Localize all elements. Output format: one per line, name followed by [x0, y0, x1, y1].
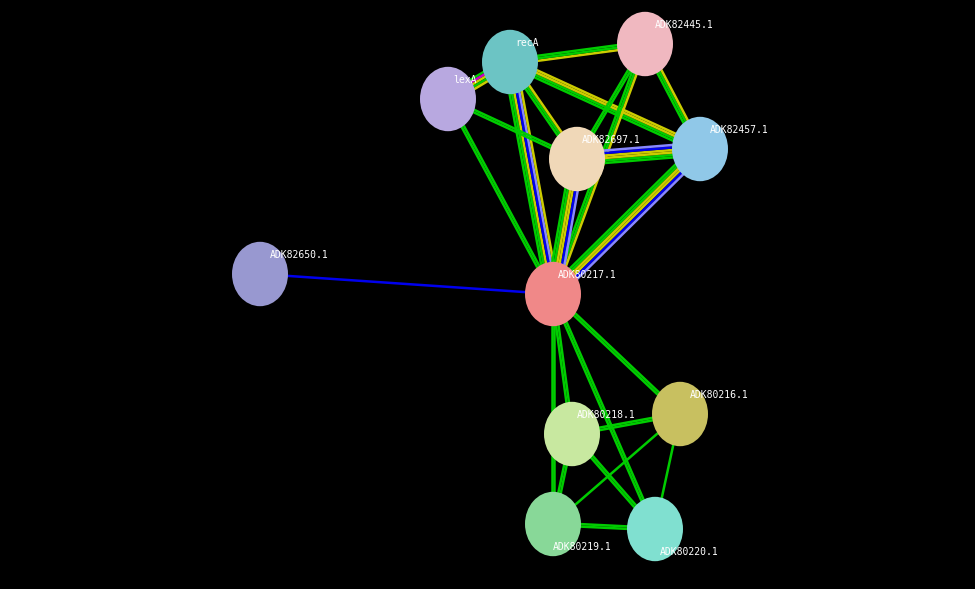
Text: ADK82650.1: ADK82650.1 [270, 250, 329, 260]
Ellipse shape [525, 262, 581, 326]
Ellipse shape [617, 12, 673, 76]
Ellipse shape [544, 402, 600, 466]
Text: ADK80216.1: ADK80216.1 [690, 390, 749, 400]
Ellipse shape [482, 30, 538, 94]
Ellipse shape [525, 492, 581, 556]
Ellipse shape [232, 242, 288, 306]
Text: ADK80219.1: ADK80219.1 [553, 542, 611, 552]
Text: recA: recA [515, 38, 538, 48]
Ellipse shape [652, 382, 708, 446]
Text: ADK80220.1: ADK80220.1 [660, 547, 719, 557]
Ellipse shape [627, 497, 683, 561]
Text: ADK82457.1: ADK82457.1 [710, 125, 768, 135]
Ellipse shape [420, 67, 476, 131]
Text: ADK80218.1: ADK80218.1 [577, 410, 636, 420]
Ellipse shape [672, 117, 728, 181]
Text: ADK82697.1: ADK82697.1 [582, 135, 641, 145]
Text: ADK82445.1: ADK82445.1 [655, 20, 714, 30]
Ellipse shape [549, 127, 605, 191]
Text: ADK80217.1: ADK80217.1 [558, 270, 617, 280]
Text: lexA: lexA [453, 75, 477, 85]
